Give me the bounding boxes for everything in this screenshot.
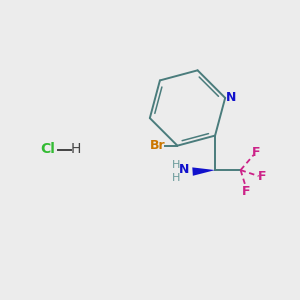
Polygon shape <box>192 167 215 176</box>
Text: N: N <box>178 163 189 176</box>
Text: F: F <box>242 185 250 199</box>
Text: N: N <box>225 91 236 104</box>
Text: F: F <box>258 170 266 183</box>
Text: H: H <box>172 160 181 170</box>
Text: Cl: Cl <box>40 142 55 156</box>
Text: Br: Br <box>149 139 165 152</box>
Text: H: H <box>172 173 181 183</box>
Text: F: F <box>252 146 260 159</box>
Text: H: H <box>70 142 81 156</box>
